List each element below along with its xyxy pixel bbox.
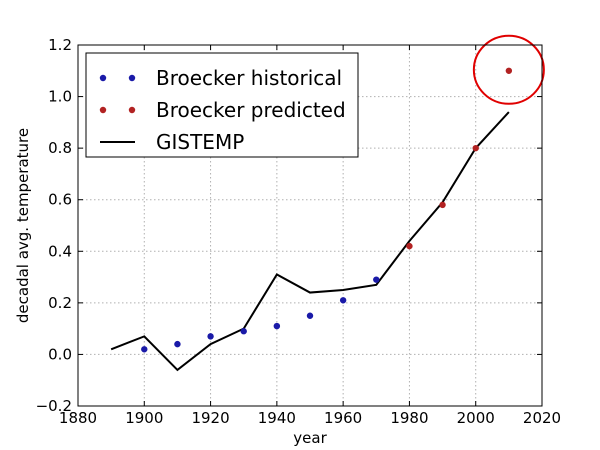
tick-marks [77,44,543,407]
legend-label-broecker-predicted: Broecker predicted [156,98,346,122]
broecker-historical-point-1920 [207,333,214,340]
legend-box [85,52,359,158]
x-tick-label-1940: 1940 [258,409,296,427]
data-points [141,67,513,353]
y-tick-label-0: −0.2 [36,397,72,415]
broecker-predicted-point-2000 [472,144,479,152]
broecker-historical-point-1960 [339,297,347,304]
x-tick-label-1960: 1960 [324,409,362,427]
broecker-historical-point-1900 [141,346,148,353]
x-tick-label-1980: 1980 [390,409,428,427]
y-tick-label-5: 0.8 [48,139,72,157]
y-tick-label-3: 0.4 [48,242,72,260]
highlight-annotation [472,34,545,105]
y-tick-label-7: 1.2 [48,36,72,54]
plot-frame [77,44,543,407]
legend-symbol-broecker-historical [99,74,136,82]
x-axis-title: year [293,429,327,447]
legend-marker-broecker-predicted [128,106,136,114]
broecker-predicted-point-1980 [406,242,413,250]
x-tick-labels: 1880 1900 1920 1940 1960 1980 2000 2020 [59,409,561,427]
y-tick-label-2: 0.2 [48,294,72,312]
broecker-predicted-point-1990 [439,201,446,209]
legend-marker-broecker-historical [99,74,107,82]
y-tick-labels: −0.2 0.0 0.2 0.4 0.6 0.8 1.0 1.2 [36,36,72,415]
legend-label-broecker-historical: Broecker historical [156,66,342,90]
y-tick-label-1: 0.0 [48,345,72,363]
x-tick-label-2000: 2000 [457,409,495,427]
legend-symbol-broecker-predicted [99,106,136,114]
broecker-historical-point-1910 [174,340,181,348]
x-tick-label-1880: 1880 [59,409,97,427]
broecker-historical-point-1970 [373,276,380,283]
broecker-historical-point-1950 [306,312,314,319]
x-tick-label-1900: 1900 [125,409,163,427]
broecker-historical-point-1940 [273,322,281,330]
x-tick-label-1920: 1920 [191,409,229,427]
y-axis-title: decadal avg. temperature [14,128,32,323]
legend-label-gistemp: GISTEMP [156,130,244,154]
x-tick-label-2020: 2020 [523,409,561,427]
highlight-circle [472,34,545,105]
broecker-historical-point-1930 [240,328,247,335]
y-tick-label-6: 1.0 [48,88,72,106]
broecker-predicted-point-2010 [505,67,513,74]
legend-marker-broecker-historical [128,74,136,82]
legend: Broecker historical Broecker predicted G… [85,52,359,158]
y-tick-label-4: 0.6 [48,191,72,209]
legend-marker-broecker-predicted [99,106,107,114]
